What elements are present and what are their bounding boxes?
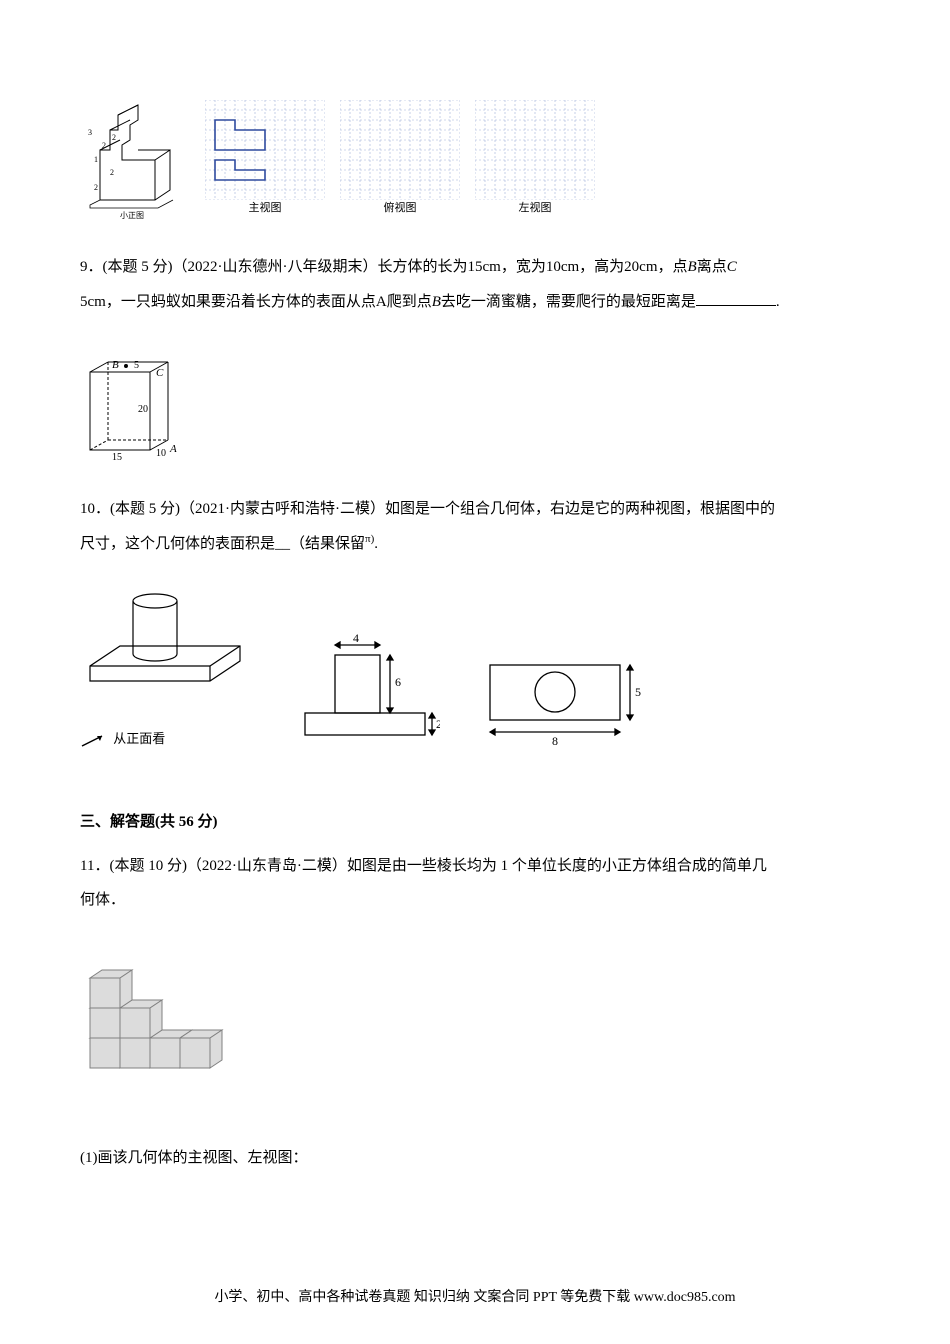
q10-line2a: 尺寸，这个几何体的表面积是__（结果保留 [80,536,365,552]
q11-prefix: 11．(本题 10 分)（2022·山东青岛·二模）如图是由一些棱长均为 1 个… [80,858,767,874]
question-10: 10．(本题 5 分)（2021·内蒙古呼和浩特·二模）如图是一个组合几何体，右… [80,492,870,561]
label-15: 15 [112,452,122,463]
label-C: C [156,367,164,379]
q9-ptC: C [727,259,737,275]
label-5: 5 [134,360,139,371]
combo-3d-view: 从正面看 [80,586,250,750]
combo-figure-row: 从正面看 4 6 2 8 5 [80,586,870,750]
section-3-heading: 三、解答题(共 56 分) [80,810,870,834]
label-A: A [169,443,177,455]
svg-text:8: 8 [552,734,558,748]
q9-dim3: 20cm [624,259,657,275]
label-10: 10 [156,448,166,459]
q9-ptA: A [376,294,387,310]
q9-text-1: 9．(本题 5 分)（2022·山东德州·八年级期末）长方体的长为 [80,259,467,275]
svg-text:4: 4 [353,631,359,645]
svg-text:1: 1 [94,155,98,164]
q9-period: . [776,294,780,310]
q10-pi: π) [365,533,374,545]
q11-line2: 何体． [80,892,125,908]
view-label-front: 主视图 [249,200,282,218]
q9-mid2: ，高为 [579,259,624,275]
svg-text:3: 3 [88,128,92,137]
figure-row-views: 3 2 2 1 2 2 小正图 主视图 俯视图 [80,100,870,220]
front-arrow-label: 从正面看 [80,729,250,750]
label-20: 20 [138,404,148,415]
stepped-base-label: 小正图 [120,211,144,220]
combo-front-view: 4 6 2 [290,630,440,750]
q9-mid4: 离点 [697,259,727,275]
front-view-shape [215,120,265,180]
svg-text:2: 2 [112,133,116,142]
cubes-stack-figure [80,958,240,1098]
q9-dim2: 10cm [546,259,579,275]
q9-line2b: ，一只蚂蚁如果要沿着长方体的表面从点 [106,294,376,310]
q9-mid3: ，点 [658,259,688,275]
q11-sub1: (1)画该几何体的主视图、左视图： [80,1146,870,1170]
stepped-solid-diagram: 3 2 2 1 2 2 小正图 [80,100,190,220]
q9-line2a: 5cm [80,294,106,310]
combo-side-view: 8 5 [480,650,650,750]
q10-period: . [374,536,378,552]
grid-view-top: 俯视图 [340,100,460,200]
q9-ptB: B [688,259,697,275]
q9-ptB2: B [432,294,441,310]
q9-line2d: 去吃一滴蜜糖，需要爬行的最短距离是 [441,294,696,310]
svg-text:2: 2 [102,141,106,150]
cuboid-figure: B 5 C 20 A 15 10 [80,354,190,464]
q9-dim1: 15cm [467,259,500,275]
svg-text:6: 6 [395,675,401,689]
svg-text:2: 2 [94,183,98,192]
label-B: B [112,359,119,371]
q10-prefix: 10．(本题 5 分)（2021·内蒙古呼和浩特·二模）如图是一个组合几何体，右… [80,501,775,517]
page-footer: 小学、初中、高中各种试卷真题 知识归纳 文案合同 PPT 等免费下载 www.d… [0,1287,950,1309]
q9-mid1: ，宽为 [501,259,546,275]
svg-text:2: 2 [110,168,114,177]
arrow-text: 从正面看 [113,731,165,746]
question-9: 9．(本题 5 分)（2022·山东德州·八年级期末）长方体的长为15cm，宽为… [80,250,870,319]
view-label-left: 左视图 [519,200,552,218]
svg-text:2: 2 [436,717,440,731]
q9-blank [696,291,776,306]
grid-view-left: 左视图 [475,100,595,200]
q9-line2c: 爬到点 [387,294,432,310]
view-label-top: 俯视图 [384,200,417,218]
grid-view-front: 主视图 [205,100,325,200]
svg-text:5: 5 [635,685,641,699]
question-11: 11．(本题 10 分)（2022·山东青岛·二模）如图是由一些棱长均为 1 个… [80,849,870,918]
